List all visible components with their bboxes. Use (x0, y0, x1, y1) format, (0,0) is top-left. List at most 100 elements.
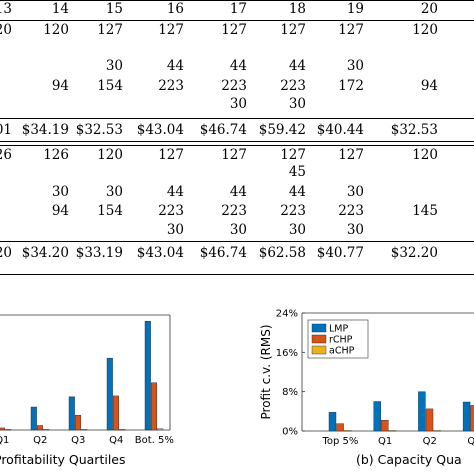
table-cell: 223 (158, 203, 184, 219)
legend-swatch-achp (311, 345, 327, 355)
bar-lmp (373, 401, 381, 432)
total-cell: $33.19 (75, 245, 123, 261)
column-header: 16 (166, 1, 184, 17)
table-cell: 30 (229, 96, 247, 112)
table-cell: 127 (221, 147, 247, 163)
legend-swatch-rchp (311, 334, 327, 344)
total-cell: $32.53 (75, 122, 123, 138)
x-tick-label: Q2 (423, 436, 437, 447)
table-cell: 30 (166, 222, 184, 238)
x-tick-label: Bot. 5% (135, 435, 174, 446)
table-cell: 223 (221, 203, 247, 219)
column-header: 20 (420, 1, 438, 17)
table-cell: 223 (221, 78, 247, 94)
subtotal-rule (0, 118, 474, 119)
legend-entry: aCHP (329, 346, 355, 357)
table-cell: 94 (51, 78, 69, 94)
table-top-rule (0, 0, 474, 1)
total-cell: $34.19 (21, 122, 69, 138)
total-cell: $34.20 (21, 245, 69, 261)
bar-series-2 (157, 428, 164, 431)
x-tick-label: Q1 (0, 435, 9, 446)
x-axis-label: (b) Capacity Qua (356, 452, 462, 467)
table-cell: 30 (346, 222, 364, 238)
total-cell: $32.20 (390, 245, 438, 261)
table-cell: 127 (158, 147, 184, 163)
table-cell: 30 (346, 58, 364, 74)
bar-series-2 (43, 429, 50, 431)
total-cell: $62.58 (258, 245, 306, 261)
table-cell: 127 (280, 147, 306, 163)
table-cell: 120 (43, 22, 69, 38)
total-cell: $46.74 (199, 245, 247, 261)
block-divider-rule (0, 141, 474, 142)
x-tick-label: Top 5% (321, 436, 358, 447)
profitability-chart: Q1 Q2 Q3 Q4 Bot. 5% Profitability Quartiles (0, 314, 174, 467)
x-tick-label: Q2 (33, 435, 47, 446)
table-cell: 120 (97, 147, 123, 163)
results-table: 13 14 15 16 17 18 19 20 120 120 127 127 127 127 127 120… (0, 0, 474, 275)
y-tick-label: 24% (276, 309, 298, 320)
table-bottom-rule (0, 274, 474, 275)
x-tick-label: Q1 (378, 436, 392, 447)
column-header: 14 (51, 1, 69, 17)
table-cell: 127 (280, 22, 306, 38)
bar-series-1 (74, 415, 81, 431)
column-header: 19 (346, 1, 364, 17)
table-cell: 44 (166, 58, 184, 74)
bar-series-1 (0, 427, 6, 431)
total-cell: 2.01 (0, 122, 12, 138)
legend-entry: LMP (329, 324, 348, 335)
total-cell: $43.04 (136, 245, 184, 261)
table-cell: 44 (229, 184, 247, 200)
bar-lmp (418, 391, 426, 432)
table-cell: 223 (280, 78, 306, 94)
subtotal-rule (0, 241, 474, 242)
table-cell: 223 (280, 203, 306, 219)
table-cell: 44 (229, 58, 247, 74)
x-tick-label: Q3 (71, 435, 85, 446)
table-cell: 223 (158, 78, 184, 94)
bar-series-2 (119, 428, 126, 431)
x-tick-label: Q3 (467, 436, 474, 447)
table-cell: 145 (412, 203, 438, 219)
table-cell: 126 (0, 147, 12, 163)
bar-series-1 (150, 382, 157, 431)
table-cell: 120 (0, 22, 12, 38)
x-tick-label: Q4 (109, 435, 123, 446)
bar-rchp (425, 408, 434, 432)
column-header: 17 (229, 1, 247, 17)
table-cell: 94 (51, 203, 69, 219)
bar-series-0 (30, 406, 37, 431)
bar-achp (343, 430, 352, 432)
bar-lmp (328, 412, 337, 432)
block-divider-rule (0, 145, 474, 146)
bar-achp (388, 430, 397, 432)
bar-rchp (336, 423, 344, 432)
bar-rchp (470, 405, 474, 432)
table-cell: 44 (288, 184, 306, 200)
table-cell: 44 (288, 58, 306, 74)
bar-achp (433, 430, 441, 432)
table-cell: 154 (97, 203, 123, 219)
y-axis-label: Profit c.v. (RMS) (259, 325, 273, 420)
y-tick-label: 8% (282, 387, 298, 398)
header-rule (0, 20, 474, 21)
total-cell: $46.74 (199, 122, 247, 138)
table-cell: 45 (288, 164, 306, 180)
legend-swatch-lmp (311, 323, 327, 333)
y-tick-label: 16% (276, 348, 298, 359)
total-cell: $43.04 (136, 122, 184, 138)
table-cell: 30 (105, 184, 123, 200)
table-cell: 127 (221, 22, 247, 38)
legend-entry: rCHP (329, 335, 353, 346)
bar-series-2 (81, 429, 88, 431)
bar-series-0 (68, 396, 75, 431)
table-cell: 30 (105, 58, 123, 74)
table-cell: 126 (43, 147, 69, 163)
table-cell: 120 (412, 147, 438, 163)
total-cell: $32.53 (390, 122, 438, 138)
table-cell: 30 (288, 222, 306, 238)
bar-series-2 (5, 429, 12, 431)
table-cell: 44 (166, 184, 184, 200)
